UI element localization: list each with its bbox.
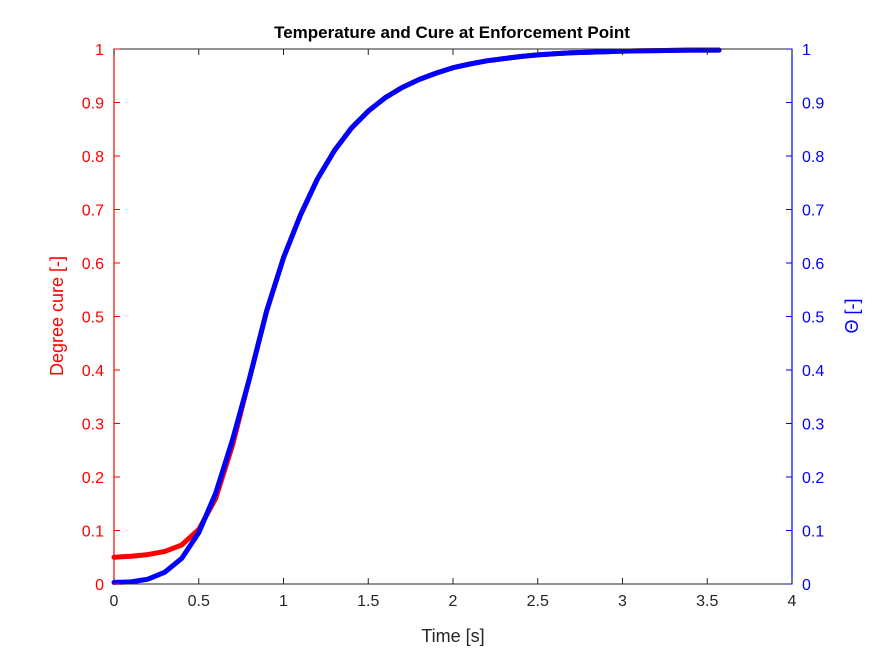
x-tick-label: 3 (618, 593, 627, 610)
right-tick-label: 0.4 (802, 363, 824, 380)
degree-cure-line (111, 47, 722, 560)
x-tick-label: 1.5 (357, 593, 379, 610)
x-axis-ticks: 0 0.5 1 1.5 2 2.5 3 3.5 4 (110, 49, 797, 610)
right-tick-label: 1 (802, 42, 811, 59)
left-tick-label: 0.9 (82, 96, 104, 113)
right-axis-ticks: 0 0.1 0.2 0.3 0.4 0.5 0.6 0.7 0.8 0.9 1 (786, 42, 824, 594)
right-tick-label: 0 (802, 577, 811, 594)
chart-title: Temperature and Cure at Enforcement Poin… (274, 23, 630, 42)
right-tick-label: 0.1 (802, 524, 824, 541)
left-tick-label: 0.5 (82, 310, 104, 327)
left-axis-ticks: 0 0.1 0.2 0.3 0.4 0.5 0.6 0.7 0.8 0.9 1 (82, 42, 120, 594)
x-tick-label: 1 (279, 593, 288, 610)
series-layer (111, 47, 722, 585)
x-tick-label: 0 (110, 593, 119, 610)
x-tick-label: 4 (788, 593, 797, 610)
left-axis-label: Degree cure [-] (47, 256, 67, 376)
right-tick-label: 0.2 (802, 470, 824, 487)
left-tick-label: 0.8 (82, 149, 104, 166)
right-tick-label: 0.3 (802, 417, 824, 434)
right-tick-label: 0.6 (802, 256, 824, 273)
left-tick-label: 0.1 (82, 524, 104, 541)
left-tick-label: 0.4 (82, 363, 104, 380)
right-tick-label: 0.8 (802, 149, 824, 166)
plot-frame (113, 48, 793, 585)
left-tick-label: 0.2 (82, 470, 104, 487)
theta-line (111, 47, 722, 585)
x-tick-label: 3.5 (696, 593, 718, 610)
x-tick-label: 2 (449, 593, 458, 610)
x-tick-label: 2.5 (527, 593, 549, 610)
left-tick-label: 0 (95, 577, 104, 594)
x-axis-label: Time [s] (421, 626, 484, 646)
right-axis-label: Θ [-] (842, 299, 862, 334)
right-tick-label: 0.7 (802, 203, 824, 220)
right-tick-label: 0.5 (802, 310, 824, 327)
left-tick-label: 0.3 (82, 417, 104, 434)
x-tick-label: 0.5 (188, 593, 210, 610)
left-tick-label: 0.7 (82, 203, 104, 220)
right-tick-label: 0.9 (802, 96, 824, 113)
left-tick-label: 1 (95, 42, 104, 59)
left-tick-label: 0.6 (82, 256, 104, 273)
